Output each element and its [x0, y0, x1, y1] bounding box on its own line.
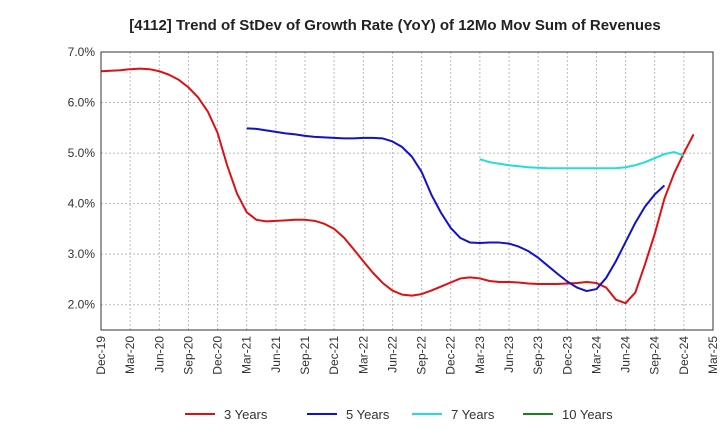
- x-tick-label: Jun-24: [619, 336, 633, 373]
- plot-frame: [100, 51, 714, 331]
- y-tick-label: 3.0%: [68, 247, 96, 261]
- x-tick-label: Dec-19: [94, 336, 108, 375]
- legend: 3 Years 5 Years 7 Years 10 Years: [185, 407, 613, 422]
- y-axis: 2.0% 3.0% 4.0% 5.0% 6.0% 7.0%: [68, 45, 96, 312]
- series-line-5-years: [246, 127, 666, 293]
- x-axis: Dec-19 Mar-20 Jun-20 Sep-20 Dec-20 Mar-21 Jun-…: [94, 336, 720, 375]
- x-tick-label: Mar-22: [356, 336, 370, 374]
- x-tick-label: Sep-23: [531, 336, 545, 375]
- x-tick-label: Mar-23: [473, 336, 487, 374]
- x-tick-label: Mar-20: [123, 336, 137, 374]
- x-tick-label: Jun-20: [152, 336, 166, 373]
- x-tick-label: Dec-20: [211, 336, 225, 375]
- x-tick-label: Jun-23: [502, 336, 516, 373]
- chart-title: [4112] Trend of StDev of Growth Rate (Yo…: [129, 17, 660, 34]
- y-tick-label: 5.0%: [68, 146, 96, 160]
- y-tick-label: 6.0%: [68, 96, 96, 110]
- y-tick-label: 4.0%: [68, 197, 96, 211]
- x-tick-label: Dec-21: [327, 336, 341, 375]
- x-tick-label: Sep-21: [298, 336, 312, 375]
- x-tick-label: Mar-25: [706, 336, 720, 374]
- x-tick-label: Mar-21: [240, 336, 254, 374]
- x-tick-label: Mar-24: [589, 336, 603, 374]
- series-lines: [100, 67, 695, 305]
- legend-label: 5 Years: [346, 407, 390, 422]
- x-tick-label: Dec-24: [677, 336, 691, 375]
- series-line-7-years: [479, 151, 685, 170]
- gridlines: [100, 51, 714, 330]
- x-tick-label: Sep-24: [648, 336, 662, 375]
- y-tick-label: 2.0%: [68, 298, 96, 312]
- series-line-3-years: [100, 67, 695, 305]
- legend-item: 5 Years: [307, 407, 390, 422]
- y-tick-label: 7.0%: [68, 45, 96, 59]
- legend-item: 3 Years: [185, 407, 268, 422]
- x-tick-label: Jun-22: [385, 336, 399, 373]
- x-tick-label: Dec-23: [560, 336, 574, 375]
- x-tick-label: Dec-22: [444, 336, 458, 375]
- x-tick-label: Sep-22: [415, 336, 429, 375]
- x-tick-label: Sep-20: [181, 336, 195, 375]
- legend-item: 7 Years: [412, 407, 495, 422]
- legend-label: 3 Years: [224, 407, 268, 422]
- legend-item: 10 Years: [523, 407, 613, 422]
- x-tick-label: Jun-21: [269, 336, 283, 373]
- legend-label: 10 Years: [562, 407, 613, 422]
- legend-label: 7 Years: [451, 407, 495, 422]
